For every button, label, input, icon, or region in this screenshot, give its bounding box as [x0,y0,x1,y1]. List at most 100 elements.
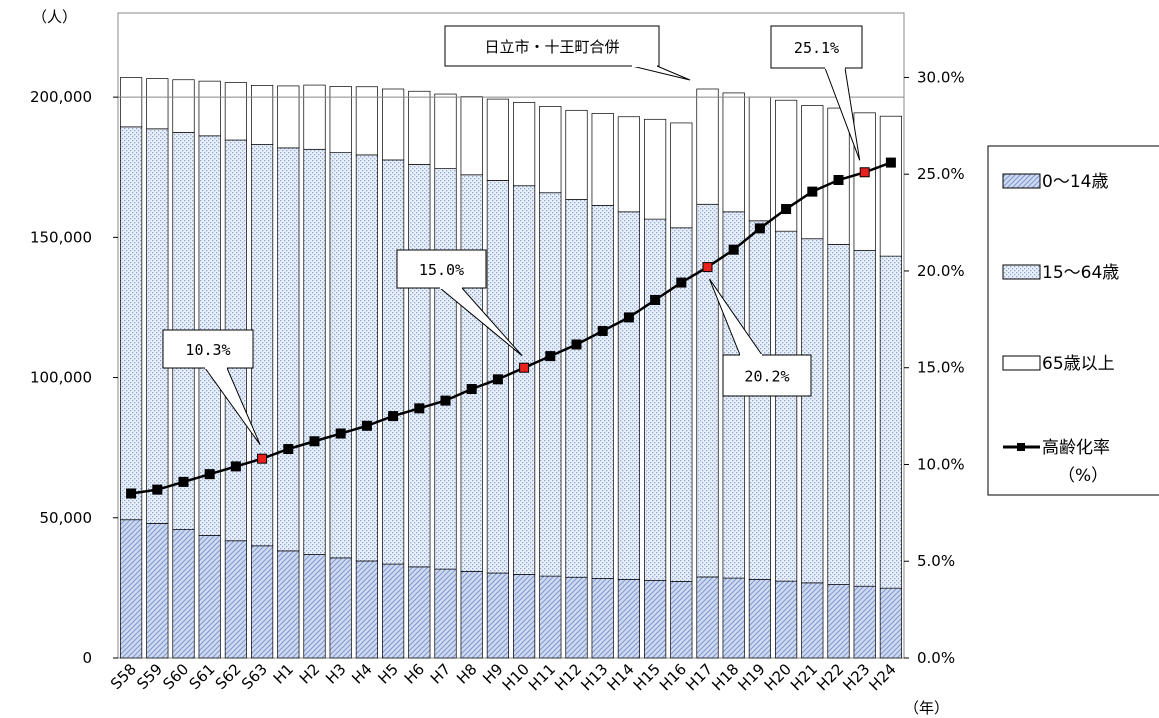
bar-segment-0-14 [408,566,431,659]
bar-segment-65plus [251,85,274,145]
x-tick-label: H8 [453,660,480,687]
x-tick-label: S60 [159,660,192,693]
x-tick-label: H4 [348,660,375,687]
bar-segment-15-64 [539,192,562,577]
x-tick-label: H18 [708,660,742,694]
right-tick-label: 0.0% [917,649,955,667]
x-tick-label: S58 [107,660,140,693]
bar-segment-65plus [408,90,431,165]
annotations: 10.3% 15.0% 20.2% 25.1% 日立市・十王町合併 [162,25,863,445]
annotation-label: 20.2% [744,368,789,386]
bar-segment-15-64 [355,154,378,562]
bar-segment-65plus [382,88,405,161]
x-tick-label: H24 [866,660,900,694]
bar-segment-0-14 [670,581,693,659]
bar-segment-65plus [146,78,169,130]
aging-rate-point [230,461,241,472]
x-tick-label: H22 [813,660,847,694]
aging-rate-point [807,186,818,197]
aging-rate-point [414,403,425,414]
bar-segment-15-64 [827,244,850,585]
right-axis: 0.0% 5.0% 10.0% 15.0% 20.0% 25.0% 30.0% [904,68,965,667]
plot-area [117,12,905,659]
aging-rate-point [492,374,503,385]
bar-segment-15-64 [408,164,431,568]
bar-segment-65plus [617,116,640,213]
bar-segment-0-14 [434,568,457,659]
bar-segment-15-64 [644,218,667,581]
bar-segment-65plus [434,93,457,169]
x-tick-label: H5 [374,660,401,687]
bar-segment-0-14 [748,579,771,659]
x-tick-label: H17 [682,660,716,694]
bar-segment-0-14 [120,519,143,659]
bar-segment-0-14 [879,587,902,659]
x-tick-label: H23 [839,660,873,694]
aging-rate-point [728,244,739,255]
legend-box [987,145,1159,496]
legend: 0〜14歳 15〜64歳 65歳以上 高齢化率 （%） [987,145,1159,496]
right-tick-label: 5.0% [917,552,955,570]
x-tick-label: S63 [238,660,271,693]
x-tick-label: S62 [212,660,245,693]
right-tick-label: 15.0% [917,359,965,377]
aging-rate-point [309,436,320,447]
annotation-label: 25.1% [794,39,839,57]
bar-segment-15-64 [251,144,274,547]
bar-segment-65plus [172,79,195,133]
bar-segment-65plus [722,92,745,213]
aging-rate-point [388,411,399,422]
bar-segment-0-14 [303,554,326,659]
aging-rate-point [833,175,844,186]
right-tick-label: 10.0% [917,455,965,473]
x-tick-label: H6 [401,660,428,687]
left-tick-label: 50,000 [40,509,93,527]
aging-rate-point [597,325,608,336]
bar-segment-65plus [303,84,326,150]
x-tick-label: H14 [604,660,638,694]
bar-segment-15-64 [748,220,771,580]
x-tick-label: H21 [787,660,821,694]
legend-swatch-65plus [1002,355,1041,371]
x-tick-label: H2 [296,660,323,687]
bar-segment-0-14 [460,570,483,659]
x-tick-label: H10 [499,660,533,694]
bar-segment-65plus [120,77,143,128]
left-tick-label: 0 [82,649,92,667]
x-axis-unit: （年） [904,699,949,717]
aging-rate-point [650,294,661,305]
annotation-box [722,354,812,397]
x-tick-label: H11 [525,660,559,694]
right-tick-label: 30.0% [917,68,965,86]
aging-rate-point [178,476,189,487]
bar-segment-0-14 [853,585,876,659]
right-tick-label: 20.0% [917,262,965,280]
bar-segment-65plus [775,99,798,232]
bar-segment-0-14 [251,545,274,659]
annotation-box [770,25,863,69]
bar-segment-65plus [853,112,876,251]
legend-swatch-0-14 [1002,173,1041,189]
annotation-box [162,329,254,369]
bar-segment-15-64 [696,203,719,578]
aging-rate-point [204,469,215,480]
x-tick-label: H16 [656,660,690,694]
bar-segment-65plus [591,113,614,206]
aging-rate-point [283,443,294,454]
bar-segment-0-14 [355,560,378,659]
aging-rate-point [885,157,896,168]
aging-rate-point [335,428,346,439]
bar-segment-0-14 [224,540,247,659]
bar-segment-65plus [696,88,719,205]
bar-segment-0-14 [696,576,719,659]
bar-segment-15-64 [434,168,457,570]
x-tick-label: S61 [186,660,219,693]
bar-segment-65plus [879,115,902,257]
annotation-pointer [631,65,691,81]
bar-segment-15-64 [591,205,614,579]
aging-rate-point-highlight [702,262,713,273]
bar-segment-65plus [670,122,693,229]
aging-rate-point [571,339,582,350]
bar-segment-15-64 [329,152,352,559]
annotation-label: 15.0% [419,261,464,279]
